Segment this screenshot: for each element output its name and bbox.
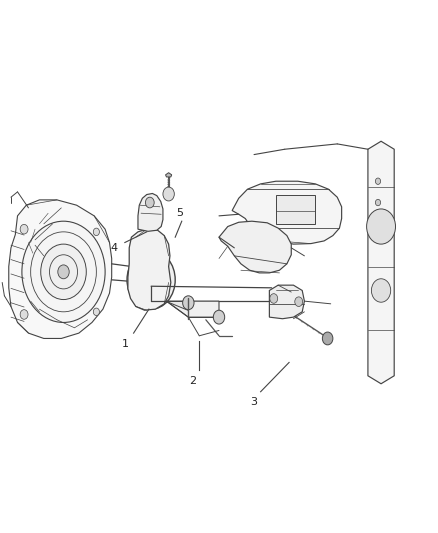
Polygon shape bbox=[276, 195, 315, 224]
Circle shape bbox=[58, 265, 69, 279]
Text: 4: 4 bbox=[110, 243, 117, 253]
Circle shape bbox=[295, 297, 303, 306]
Polygon shape bbox=[166, 301, 219, 317]
Circle shape bbox=[213, 310, 225, 324]
Circle shape bbox=[322, 332, 333, 345]
Text: 5: 5 bbox=[176, 208, 183, 218]
Polygon shape bbox=[269, 285, 304, 319]
Circle shape bbox=[22, 221, 105, 322]
Polygon shape bbox=[128, 229, 171, 310]
Polygon shape bbox=[166, 301, 188, 310]
Text: 2: 2 bbox=[189, 376, 196, 386]
Polygon shape bbox=[232, 181, 342, 244]
Circle shape bbox=[163, 187, 174, 201]
Circle shape bbox=[93, 228, 99, 236]
Circle shape bbox=[145, 197, 154, 208]
Circle shape bbox=[147, 274, 155, 285]
Circle shape bbox=[270, 294, 278, 303]
Text: 1: 1 bbox=[121, 339, 128, 349]
Circle shape bbox=[127, 251, 175, 309]
Circle shape bbox=[375, 199, 381, 206]
Circle shape bbox=[134, 259, 169, 301]
Polygon shape bbox=[138, 193, 163, 231]
Circle shape bbox=[93, 308, 99, 316]
Circle shape bbox=[371, 279, 391, 302]
Circle shape bbox=[41, 244, 86, 300]
Polygon shape bbox=[9, 200, 112, 338]
Polygon shape bbox=[368, 141, 394, 384]
Circle shape bbox=[375, 178, 381, 184]
Circle shape bbox=[20, 224, 28, 234]
Circle shape bbox=[20, 310, 28, 319]
Circle shape bbox=[141, 268, 161, 292]
Polygon shape bbox=[219, 221, 291, 273]
Text: 3: 3 bbox=[251, 398, 258, 407]
Circle shape bbox=[183, 296, 194, 310]
Polygon shape bbox=[166, 173, 172, 177]
Circle shape bbox=[367, 209, 396, 244]
